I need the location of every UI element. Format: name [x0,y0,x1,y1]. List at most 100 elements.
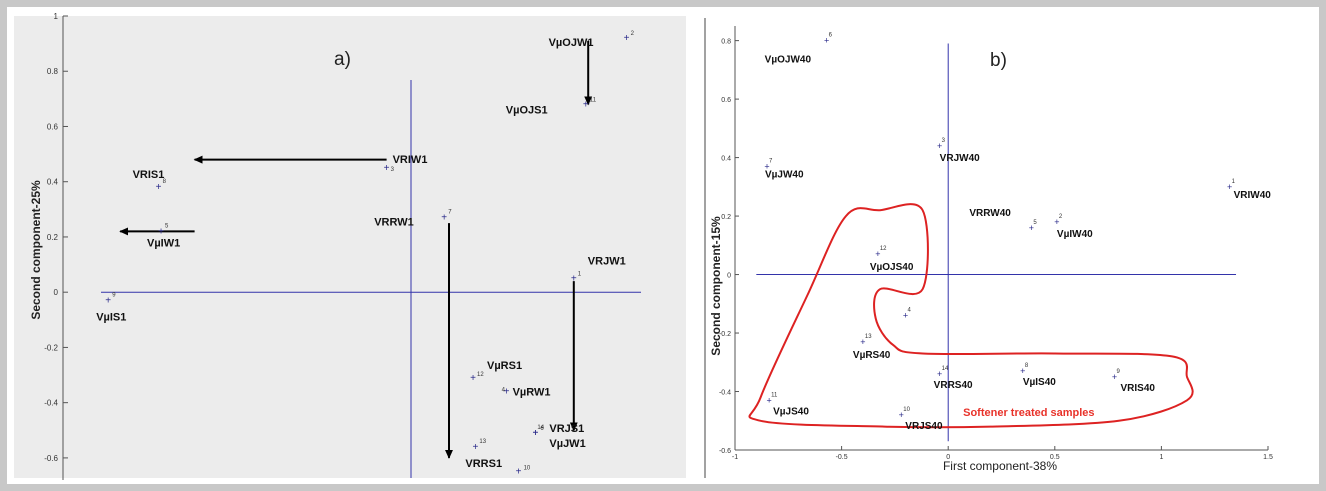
data-point-marker: + [1054,217,1059,227]
y-tick-label: 0.2 [721,214,731,221]
data-point-marker: + [156,182,162,193]
data-point-marker: + [1029,223,1034,233]
data-point-marker: + [860,337,865,347]
data-point-marker: + [824,36,829,46]
y-tick-label: 0.6 [721,97,731,104]
data-point-marker: + [1112,372,1117,382]
data-point-label: VµJW40 [765,169,804,180]
y-tick-label: 0.4 [47,178,59,187]
data-point-marker: + [937,369,942,379]
data-point-label: VRRS1 [465,458,502,470]
data-point-label: VµRS1 [487,360,522,372]
data-point-id: 1 [1232,179,1236,185]
data-point-id: 9 [1116,369,1120,375]
data-point-label: VµIW40 [1057,229,1093,240]
data-point-id: 6 [540,426,544,432]
data-point-label: VRJW40 [940,153,980,164]
data-point-id: 14 [537,425,544,431]
data-point-marker: + [472,442,478,453]
data-point-label: VRIS40 [1120,383,1155,394]
data-point-marker: + [441,213,447,224]
y-tick-label: -0.6 [44,454,58,463]
data-point-marker: + [624,33,630,44]
data-point-label: VRJS1 [549,423,584,435]
data-point-label: VRRS40 [934,380,973,391]
data-point-marker: + [899,410,904,420]
y-tick-label: 0.4 [721,156,731,163]
data-point-marker: + [875,249,880,259]
data-point-label: VµIW1 [147,237,180,249]
y-tick-label: 0.6 [47,122,59,131]
data-point-marker: + [516,467,522,478]
y-tick-label: -0.6 [719,448,731,455]
data-point-marker: + [764,161,769,171]
y-tick-label: -0.4 [719,390,731,397]
data-point-label: VRIW40 [1234,190,1272,201]
data-point-marker: + [937,141,942,151]
panel-a-y-axis-label: Second component-25% [29,180,43,320]
x-tick-label: 1 [1159,454,1163,461]
data-point-marker: + [384,163,390,174]
data-point-label: VRJW1 [588,255,626,267]
data-point-marker: + [504,387,510,398]
data-point-id: 2 [1059,214,1063,220]
data-point-id: 8 [1025,363,1029,369]
data-point-marker: + [158,226,164,237]
data-point-id: 3 [391,167,395,173]
data-point-label: VRJS40 [905,421,943,432]
data-point-label: VµJS40 [773,406,809,417]
panel-b-y-axis-label: Second component-15% [709,216,723,356]
data-point-marker: + [1020,366,1025,376]
data-point-id: 1 [578,271,582,277]
data-point-id: 12 [477,372,484,378]
data-point-marker: + [571,273,577,284]
data-point-id: 11 [590,97,597,103]
panel-b-plot: 0.8 0.6 0.4 0.2 0 -0.2 -0.4 -0.6-1 -0.5 0 0.5 1 1.5 S… [719,26,1273,461]
panel-b-label: b) [990,50,1007,71]
x-tick-label: -0.5 [836,454,848,461]
panel-a-plot: 1 0.8 0.6 0.4 0.2 0 -0.2 -0.4 -0.6 + 1 VRJW1 + 2 VµOJW… [44,12,641,480]
data-point-marker: + [583,99,589,110]
data-point-id: 13 [479,439,486,445]
data-point-id: 13 [865,334,872,340]
data-point-marker: + [105,295,111,306]
y-tick-label: -0.4 [44,399,58,408]
y-tick-label: -0.2 [44,343,58,352]
data-point-id: 5 [1033,220,1037,226]
data-point-id: 12 [880,246,887,252]
data-point-id: 7 [448,210,452,216]
data-point-id: 7 [769,158,773,164]
softener-region-outline [748,203,1194,429]
data-point-label: VRIW1 [393,154,428,166]
data-point-label: VRRW40 [969,208,1011,219]
data-point-id: 2 [631,31,635,37]
data-point-id: 4 [502,388,506,394]
data-point-id: 3 [942,138,946,144]
data-point-label: VµIS1 [96,311,126,323]
panel-a-background [14,16,686,478]
data-point-label: VµOJS1 [506,104,548,116]
data-point-marker: + [470,373,476,384]
x-tick-label: 0.5 [1050,454,1060,461]
data-point-marker: + [1227,182,1232,192]
data-point-marker: + [903,310,908,320]
panel-a-label: a) [334,49,351,70]
data-point-marker: + [532,428,538,439]
y-tick-label: 0 [54,288,59,297]
data-point-id: 4 [908,307,912,313]
data-point-id: 8 [163,179,167,185]
data-point-id: 11 [771,392,778,398]
y-tick-label: 0.8 [721,39,731,46]
softener-region-annotation: Softener treated samples [963,407,1094,419]
data-point-label: VRIS1 [133,169,165,181]
data-point-marker: + [532,428,538,439]
data-point-label: VµRW1 [513,387,551,399]
data-point-marker: + [766,395,771,405]
x-tick-label: -1 [732,454,738,461]
data-point-label: VµOJW1 [549,37,594,49]
y-tick-label: 0 [727,273,731,280]
x-tick-label: 1.5 [1263,454,1273,461]
data-point-id: 6 [829,33,833,39]
y-tick-label: 0.8 [47,67,59,76]
